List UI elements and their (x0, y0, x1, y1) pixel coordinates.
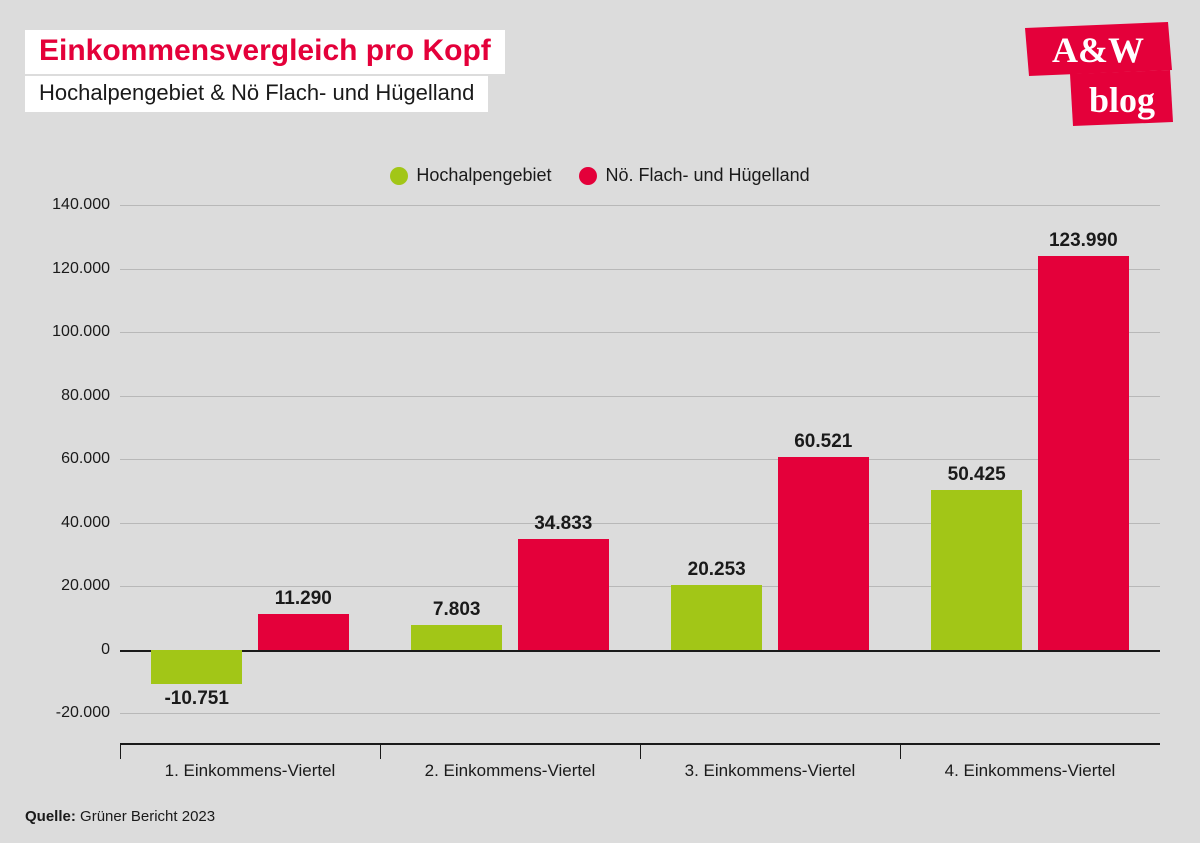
legend-label: Hochalpengebiet (416, 165, 551, 186)
x-tick-divider (380, 745, 381, 759)
y-tick-label: 100.000 (52, 323, 120, 341)
title-box: Einkommensvergleich pro Kopf (25, 30, 505, 74)
source-text: Grüner Bericht 2023 (80, 808, 215, 825)
svg-text:blog: blog (1089, 80, 1155, 120)
bar: 7.803 (411, 625, 502, 650)
y-tick-label: -20.000 (56, 704, 120, 722)
chart-plot-area: -20.000020.00040.00060.00080.000100.0001… (120, 205, 1160, 745)
svg-text:A&W: A&W (1052, 30, 1144, 70)
gridline (120, 459, 1160, 460)
chart-title: Einkommensvergleich pro Kopf (39, 34, 491, 68)
y-tick-label: 0 (101, 641, 120, 659)
legend-item: Nö. Flach- und Hügelland (579, 165, 809, 186)
legend-item: Hochalpengebiet (390, 165, 551, 186)
gridline (120, 269, 1160, 270)
legend-swatch (390, 167, 408, 185)
aw-blog-logo: A&W blog (1020, 22, 1175, 122)
bar: 20.253 (671, 585, 762, 649)
y-tick-label: 120.000 (52, 260, 120, 278)
bar-value-label: 34.833 (534, 513, 592, 535)
bar: 34.833 (518, 539, 609, 650)
source-line: Quelle: Grüner Bericht 2023 (25, 808, 215, 825)
source-prefix: Quelle: (25, 808, 76, 825)
x-tick-divider (640, 745, 641, 759)
x-tick-label: 4. Einkommens-Viertel (900, 761, 1160, 781)
bar-value-label: 11.290 (275, 588, 332, 610)
bar: -10.751 (151, 650, 242, 684)
x-tick-divider (900, 745, 901, 759)
y-tick-label: 80.000 (61, 387, 120, 405)
bar: 123.990 (1038, 256, 1129, 650)
x-tick-label: 3. Einkommens-Viertel (640, 761, 900, 781)
x-tick-divider (120, 745, 121, 759)
zero-line (120, 650, 1160, 652)
bar-value-label: 20.253 (688, 559, 746, 581)
bar: 50.425 (931, 490, 1022, 650)
legend-swatch (579, 167, 597, 185)
y-tick-label: 20.000 (61, 577, 120, 595)
chart-subtitle: Hochalpengebiet & Nö Flach- und Hügellan… (39, 80, 474, 106)
y-tick-label: 140.000 (52, 196, 120, 214)
x-tick-label: 2. Einkommens-Viertel (380, 761, 640, 781)
gridline (120, 332, 1160, 333)
bar-value-label: 60.521 (794, 431, 852, 453)
bar: 11.290 (258, 614, 349, 650)
y-tick-label: 40.000 (61, 514, 120, 532)
gridline (120, 205, 1160, 206)
bar-value-label: 7.803 (433, 599, 481, 621)
gridline (120, 713, 1160, 714)
legend: Hochalpengebiet Nö. Flach- und Hügelland (0, 165, 1200, 190)
bar-value-label: 123.990 (1049, 230, 1118, 252)
legend-label: Nö. Flach- und Hügelland (605, 165, 809, 186)
x-tick-label: 1. Einkommens-Viertel (120, 761, 380, 781)
subtitle-box: Hochalpengebiet & Nö Flach- und Hügellan… (25, 76, 488, 112)
header: Einkommensvergleich pro Kopf Hochalpenge… (25, 30, 505, 112)
gridline (120, 396, 1160, 397)
y-tick-label: 60.000 (61, 450, 120, 468)
bar-value-label: -10.751 (164, 688, 228, 710)
bar-value-label: 50.425 (948, 464, 1006, 486)
bar: 60.521 (778, 457, 869, 649)
